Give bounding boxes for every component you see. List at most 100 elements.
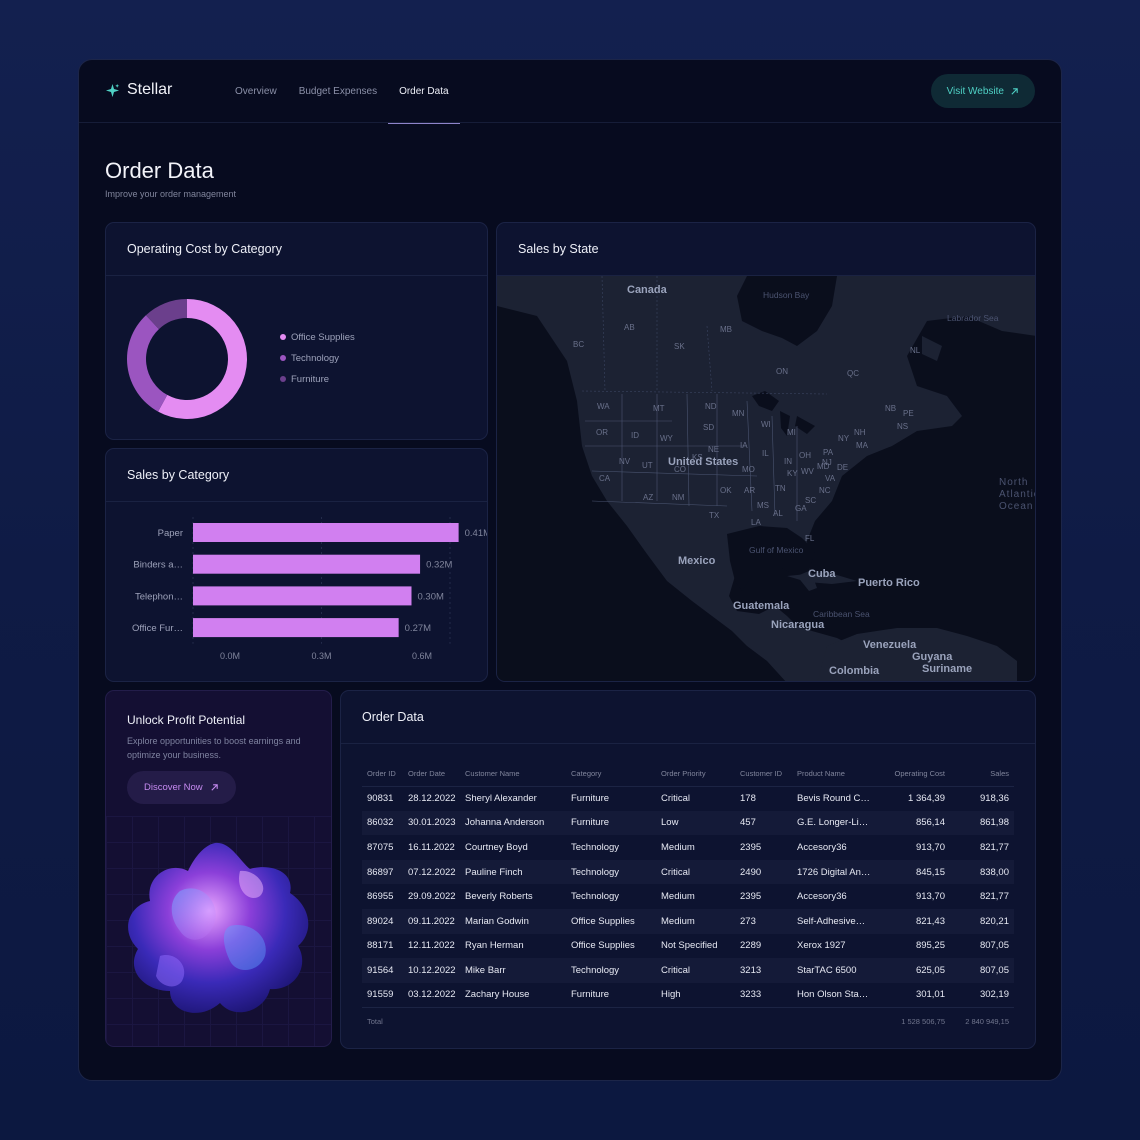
map-region-label: AR [744, 486, 756, 495]
donut-slice-office-supplies[interactable] [158, 299, 247, 419]
legend-label: Technology [291, 352, 340, 364]
column-header[interactable]: Order Priority [656, 761, 735, 787]
column-header[interactable]: Category [566, 761, 656, 787]
nav-tab-overview[interactable]: Overview [235, 86, 277, 97]
legend-item-office-supplies[interactable]: Office Supplies [280, 331, 355, 343]
table-cell: 625,05 [878, 958, 950, 983]
map-region-label: AB [624, 323, 635, 332]
table-row[interactable]: 91559 03.12.2022 Zachary House Furniture Hig… [362, 983, 1014, 1008]
operating-cost-legend: Office Supplies Technology Furniture [280, 331, 355, 394]
table-cell: Critical [656, 958, 735, 983]
column-header[interactable]: Operating Cost [878, 761, 950, 787]
table-cell: 1726 Digital An… [792, 859, 878, 885]
table-cell: Ryan Herman [465, 940, 524, 952]
map-region-label: PA [823, 448, 834, 457]
table-row[interactable]: 89024 09.11.2022 Marian Godwin Office Suppl… [362, 908, 1014, 934]
map-region-label: MO [742, 465, 755, 474]
map-region-label: VA [825, 474, 836, 483]
map-country-label: Canada [627, 284, 667, 296]
sales-by-state-title: Sales by State [497, 223, 1035, 276]
x-tick-label: 0.0M [220, 651, 240, 661]
visit-website-label: Visit Website [946, 85, 1004, 97]
legend-item-furniture[interactable]: Furniture [280, 373, 355, 385]
table-cell: 86897 [362, 859, 403, 885]
map-water-label: North Atlantic Ocean [999, 477, 1036, 512]
map-region-label: WY [660, 434, 673, 443]
table-cell: 856,14 [878, 810, 950, 836]
map-region-label: DE [837, 463, 849, 472]
map-country-label: Puerto Rico [858, 577, 920, 589]
legend-item-technology[interactable]: Technology [280, 352, 355, 364]
bar[interactable] [193, 554, 421, 574]
sales-map[interactable]: Canada United States Mexico Cuba Puerto Rico… [497, 276, 1036, 681]
column-header[interactable]: Product Name [792, 761, 878, 787]
donut-slice-furniture[interactable] [145, 299, 187, 330]
table-cell: 918,36 [979, 793, 1009, 805]
column-header[interactable]: Customer ID [735, 761, 792, 787]
nav-tab-budget-expenses[interactable]: Budget Expenses [298, 86, 378, 97]
bar[interactable] [193, 523, 459, 542]
table-cell: High [661, 989, 681, 1001]
map-region-label: SC [805, 496, 817, 505]
table-row[interactable]: 86955 29.09.2022 Beverly Roberts Technology… [362, 884, 1014, 909]
table-cell: Technology [571, 841, 620, 853]
sales-by-category-card: Sales by Category 0.0M 0.3M 0.6M Paper 0.41M… [105, 448, 488, 682]
table-cell: 88171 [367, 940, 394, 952]
column-header[interactable]: Customer Name [460, 761, 566, 787]
column-header[interactable]: Sales [950, 761, 1014, 787]
table-cell: Technology [566, 859, 656, 885]
bar[interactable] [193, 618, 399, 638]
map-country-label: Nicaragua [771, 619, 825, 631]
map-region-label: AL [773, 509, 783, 518]
bar-value-label: 0.27M [405, 623, 431, 634]
map-region-label: MB [720, 325, 732, 334]
brand[interactable]: Stellar [105, 81, 172, 99]
bar-value-label: 0.32M [426, 560, 452, 571]
visit-website-button[interactable]: Visit Website [930, 74, 1035, 108]
table-cell: 913,70 [915, 891, 945, 903]
column-header[interactable]: Order Date [403, 761, 460, 787]
table-cell: 2490 [735, 859, 792, 885]
legend-dot [280, 355, 286, 361]
column-header[interactable]: Order ID [362, 761, 403, 787]
table-row[interactable]: 86897 07.12.2022 Pauline Finch Technology Cr… [362, 859, 1014, 885]
donut-slice-technology[interactable] [127, 315, 168, 412]
map-region-label: TN [775, 484, 786, 493]
table-cell: 821,77 [979, 841, 1009, 853]
app-window: Stellar Overview Budget Expenses Order D… [78, 59, 1062, 1081]
bar[interactable] [193, 586, 412, 606]
table-cell: Furniture [571, 989, 610, 1001]
map-region-label: NV [619, 457, 631, 466]
map-country-label: Cuba [808, 568, 836, 580]
table-row[interactable]: 90831 28.12.2022 Sheryl Alexander Furniture… [362, 786, 1014, 811]
map-water-label: Labrador Sea [947, 313, 999, 323]
table-cell: 861,98 [950, 810, 1014, 836]
table-cell: 838,00 [950, 859, 1014, 885]
map-country-label: Guyana [912, 651, 953, 663]
table-cell: Courtney Boyd [465, 841, 528, 853]
table-cell: 2395 [740, 841, 762, 853]
category-label: Paper [158, 528, 183, 539]
nav-tab-order-data[interactable]: Order Data [388, 60, 461, 124]
map-region-label: NB [885, 404, 897, 413]
category-label: Telephon… [135, 591, 183, 602]
table-cell: 86032 [362, 810, 403, 836]
map-water-label: Hudson Bay [763, 290, 810, 300]
table-cell: 457 [735, 810, 792, 836]
map-country-label: Mexico [678, 555, 716, 567]
map-region-label: CA [599, 474, 611, 483]
table-cell: 2395 [740, 891, 762, 903]
sparkle-logo-icon [105, 83, 120, 97]
table-row[interactable]: 87075 16.11.2022 Courtney Boyd Technology Me… [362, 835, 1014, 860]
map-region-label: CO [674, 465, 686, 474]
table-cell: Pauline Finch [460, 859, 566, 885]
abstract-3d-blob-illustration [128, 842, 309, 1013]
table-cell: 90831 [367, 793, 394, 805]
table-cell: Mike Barr [460, 958, 566, 983]
table-cell: Furniture [566, 810, 656, 836]
discover-now-button[interactable]: Discover Now [127, 771, 236, 804]
table-row[interactable]: 91564 10.12.2022 Mike Barr Technology Critic… [362, 958, 1014, 983]
map-region-label: WV [801, 467, 814, 476]
table-row[interactable]: 86032 30.01.2023 Johanna Anderson Furniture… [362, 810, 1014, 836]
table-row[interactable]: 88171 12.11.2022 Ryan Herman Office Supplie… [362, 934, 1014, 959]
